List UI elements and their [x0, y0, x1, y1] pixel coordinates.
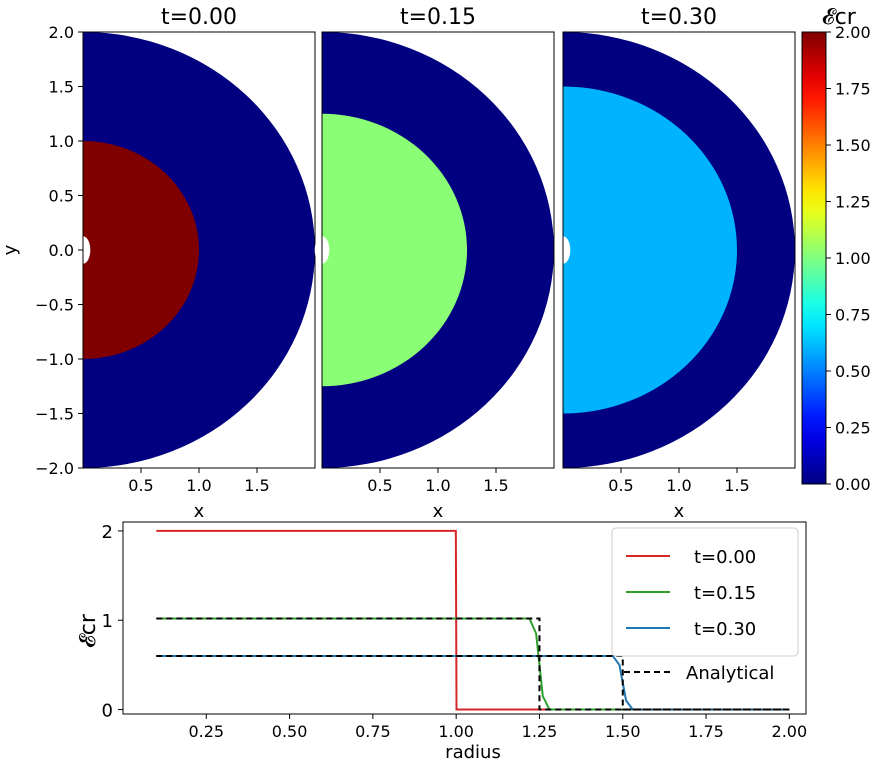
- colorbar-label: 𝓔cr: [822, 5, 857, 30]
- x-tick-label: 1.00: [438, 722, 474, 741]
- y-tick-label: 1.0: [49, 132, 74, 151]
- x-tick-label: 2.00: [772, 722, 808, 741]
- x-tick-label: 0.25: [188, 722, 224, 741]
- x-tick-label: 1.0: [666, 476, 691, 495]
- y-tick-label: −0.5: [35, 296, 74, 315]
- colorbar-tick-label: 1.75: [835, 80, 871, 99]
- x-tick-label: 1.0: [186, 476, 211, 495]
- colorbar-tick-label: 1.50: [835, 136, 871, 155]
- y-tick-label: −1.5: [35, 405, 74, 424]
- colorbar: 𝓔cr 2.00 1.75 1.50 1.25 1.00 0.75 0.50 0.25 0.00: [801, 5, 871, 494]
- legend: t=0.00 t=0.15 t=0.30 Analytical: [611, 527, 799, 684]
- y-tick-label: 1: [102, 611, 113, 632]
- x-tick-label: 0.75: [355, 722, 391, 741]
- x-tick-label: 0.5: [367, 476, 392, 495]
- legend-box: [611, 527, 799, 657]
- core-region: [322, 113, 467, 387]
- legend-label: t=0.00: [694, 547, 756, 568]
- colorbar-tick-label: 1.25: [835, 193, 871, 212]
- colorbar-tick-label: 0.00: [835, 475, 871, 494]
- x-tick-label: 1.0: [425, 476, 450, 495]
- colorbar-tick-label: 0.25: [835, 419, 871, 438]
- legend-label: Analytical: [686, 663, 774, 684]
- y-tick-label: 2.0: [49, 23, 74, 42]
- panel-title: t=0.00: [161, 5, 237, 30]
- x-tick-label: 1.75: [688, 722, 724, 741]
- analytical-line: [156, 617, 790, 711]
- colorbar-tick-label: 0.50: [835, 362, 871, 381]
- heatmap-panels: t=0.00 0.5 1.0 1.5 x 2.0 1.5 1.0 0.5 0.0 −0.5 −1.0 −…: [0, 5, 796, 522]
- x-tick-label: 1.50: [605, 722, 641, 741]
- x-axis-label: x: [674, 501, 685, 522]
- colorbar-tick-label: 1.00: [835, 249, 871, 268]
- x-tick-label: 1.5: [244, 476, 269, 495]
- legend-label: t=0.15: [694, 583, 756, 604]
- x-axis-label: x: [194, 501, 205, 522]
- y-tick-label: 1.5: [49, 78, 74, 97]
- x-tick-label: 0.5: [128, 476, 153, 495]
- outer-region: [322, 32, 554, 468]
- line-chart-xlabel: radius: [445, 742, 501, 763]
- line-chart: radius 𝓔cr 0.25 0.50 0.75 1.00 1.25 1.50 1.75 2…: [76, 521, 808, 763]
- core-region: [563, 86, 737, 414]
- heatmap-panel: t=0.30 0.5 1.0 1.5 x: [555, 5, 796, 522]
- heatmap-panel: t=0.15 0.5 1.0 1.5 x: [314, 5, 555, 522]
- x-axis-label: x: [433, 501, 444, 522]
- panel-title: t=0.30: [641, 5, 717, 30]
- x-tick-label: 1.5: [724, 476, 749, 495]
- legend-label: t=0.30: [694, 619, 756, 640]
- x-tick-label: 1.5: [483, 476, 508, 495]
- colorbar-tick-label: 0.75: [835, 306, 871, 325]
- panel-title: t=0.15: [400, 5, 476, 30]
- x-tick-label: 0.50: [272, 722, 308, 741]
- y-tick-label: 0: [102, 701, 113, 722]
- y-tick-label: −2.0: [35, 459, 74, 478]
- x-tick-label: 1.25: [522, 722, 558, 741]
- analytical-line: [156, 654, 790, 711]
- heatmap-panel: t=0.00 0.5 1.0 1.5 x 2.0 1.5 1.0 0.5 0.0 −0.5 −1.0 −…: [0, 5, 316, 522]
- line-chart-ylabel: 𝓔cr: [76, 613, 101, 648]
- y-tick-label: −1.0: [35, 350, 74, 369]
- x-tick-label: 0.5: [608, 476, 633, 495]
- y-axis-label: y: [0, 244, 21, 255]
- y-tick-label: 2: [102, 522, 113, 543]
- y-tick-label: 0.0: [49, 241, 74, 260]
- y-tick-label: 0.5: [49, 187, 74, 206]
- core-region: [83, 141, 199, 359]
- colorbar-tick-label: 2.00: [835, 23, 871, 42]
- colorbar-bar: [801, 31, 827, 485]
